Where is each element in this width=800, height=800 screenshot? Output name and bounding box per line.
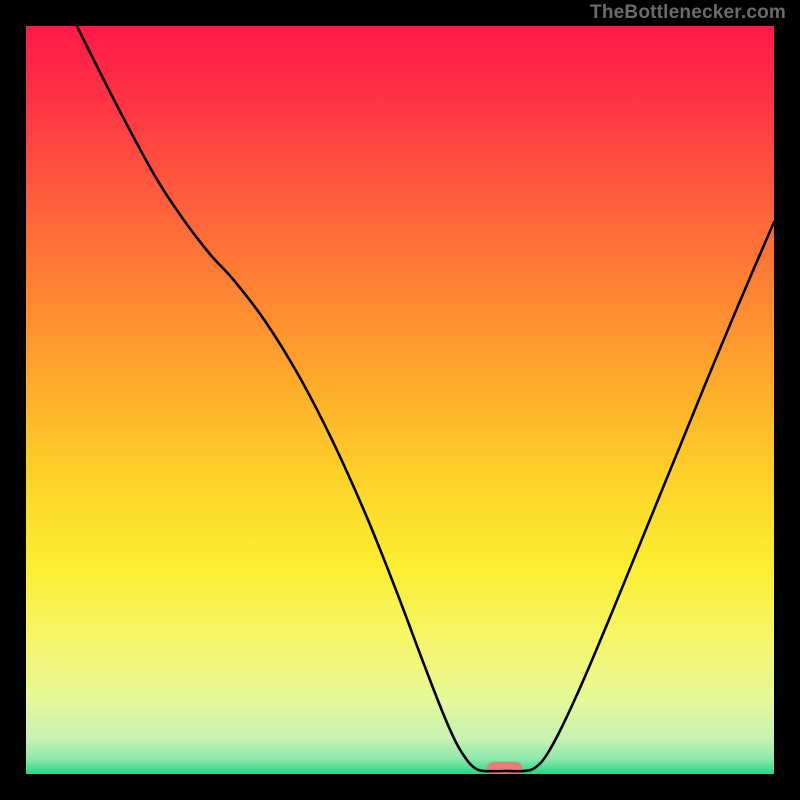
chart-frame: TheBottlenecker.com: [0, 0, 800, 800]
watermark-text: TheBottlenecker.com: [590, 2, 786, 24]
plot-background: [26, 26, 774, 774]
bottleneck-curve-plot: [26, 26, 774, 774]
